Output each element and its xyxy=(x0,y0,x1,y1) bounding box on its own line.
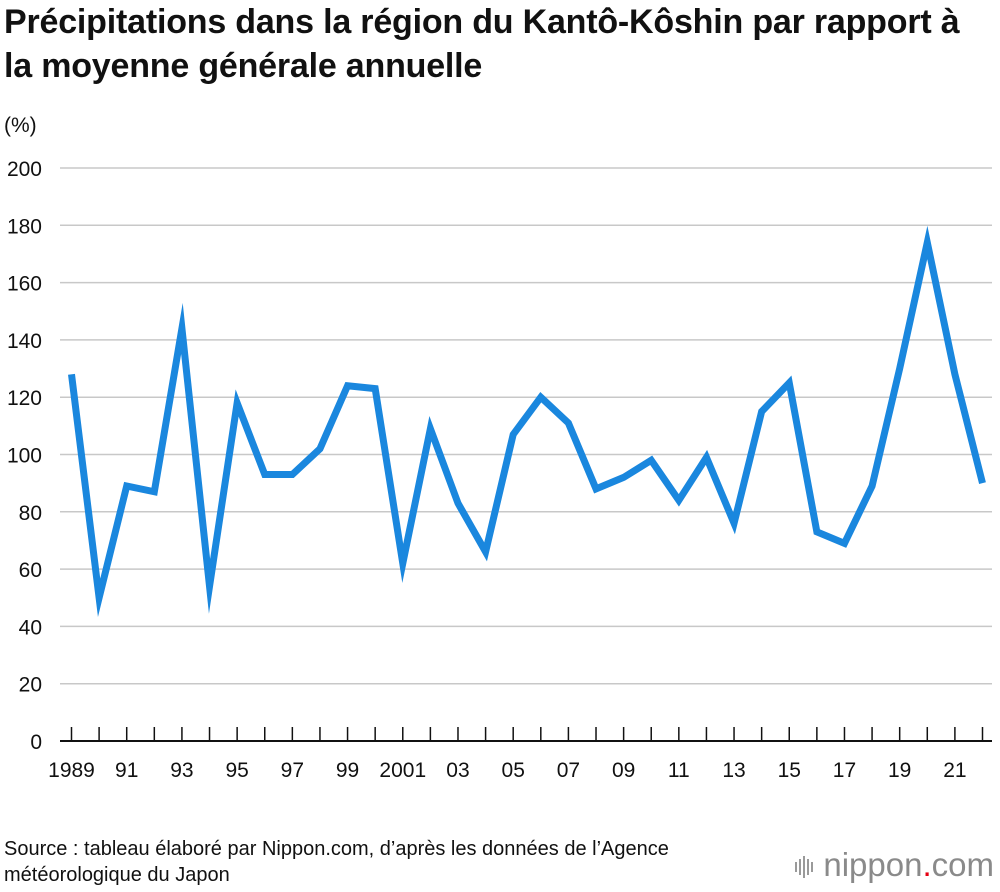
data-point-1992 xyxy=(151,488,158,495)
x-tick-label: 07 xyxy=(557,759,580,782)
source-note: Source : tableau élaboré par Nippon.com,… xyxy=(4,838,669,886)
x-tick-label: 21 xyxy=(943,759,966,782)
x-tick-label: 09 xyxy=(612,759,635,782)
data-point-2006 xyxy=(537,394,544,401)
data-point-1990 xyxy=(96,594,103,601)
data-point-1999 xyxy=(344,382,351,389)
data-point-1998 xyxy=(316,445,323,452)
data-point-2003 xyxy=(454,500,461,507)
data-point-2022 xyxy=(979,480,986,487)
series-line-group xyxy=(68,225,986,617)
data-point-2001 xyxy=(399,560,406,567)
logo-text: nippon xyxy=(823,846,923,883)
x-tick-label: 19 xyxy=(888,759,911,782)
data-point-2013 xyxy=(731,520,738,527)
series-line-0 xyxy=(68,225,986,617)
y-tick-label: 120 xyxy=(7,387,42,410)
nippon-logo: nippon. com xyxy=(795,846,994,884)
data-point-1993 xyxy=(178,325,185,332)
data-point-2010 xyxy=(648,457,655,464)
data-point-2021 xyxy=(951,371,958,378)
y-tick-label: 40 xyxy=(19,616,42,639)
data-point-2004 xyxy=(482,548,489,555)
x-tick-label: 05 xyxy=(502,759,525,782)
data-point-2002 xyxy=(427,425,434,432)
data-point-2000 xyxy=(372,385,379,392)
gridlines xyxy=(60,167,992,685)
data-point-2009 xyxy=(620,474,627,481)
x-tick-label: 15 xyxy=(778,759,801,782)
x-tick-label: 99 xyxy=(336,759,359,782)
data-point-2019 xyxy=(896,365,903,372)
y-tick-label: 180 xyxy=(7,215,42,238)
data-point-2007 xyxy=(565,419,572,426)
x-tick-label: 95 xyxy=(225,759,248,782)
y-tick-label: 0 xyxy=(30,731,42,754)
x-tick-label: 13 xyxy=(722,759,745,782)
logo-suffix: com xyxy=(931,846,994,883)
data-point-2017 xyxy=(841,540,848,547)
y-tick-label: 60 xyxy=(19,559,42,582)
y-axis-unit-label: (%) xyxy=(4,114,37,137)
y-tick-label: 160 xyxy=(7,273,42,296)
data-point-2015 xyxy=(786,379,793,386)
x-tick-label: 91 xyxy=(115,759,138,782)
x-tick-label: 17 xyxy=(833,759,856,782)
y-axis-tick-labels: 0 20 40 60 80 100 120 140 160 180 200 xyxy=(7,158,42,754)
y-tick-label: 20 xyxy=(19,674,42,697)
y-tick-label: 200 xyxy=(7,158,42,181)
data-point-2008 xyxy=(593,485,600,492)
x-tick-label: 03 xyxy=(446,759,469,782)
x-tick-label: 11 xyxy=(668,759,690,782)
data-point-2012 xyxy=(703,454,710,461)
data-point-1991 xyxy=(123,483,130,490)
x-tick-label: 2001 xyxy=(379,759,426,782)
x-tick-label: 1989 xyxy=(48,759,95,782)
y-tick-label: 80 xyxy=(19,502,42,525)
data-point-1994 xyxy=(206,583,213,590)
data-point-1989 xyxy=(68,371,75,378)
x-tick-label: 97 xyxy=(281,759,304,782)
x-tick-label: 93 xyxy=(170,759,193,782)
data-point-2011 xyxy=(675,497,682,504)
data-point-2018 xyxy=(869,483,876,490)
data-point-2005 xyxy=(510,431,517,438)
logo-bars-icon xyxy=(795,846,815,884)
data-point-1996 xyxy=(261,471,268,478)
y-tick-label: 140 xyxy=(7,330,42,353)
chart-title: Précipitations dans la région du Kantô-K… xyxy=(4,3,960,85)
data-point-2020 xyxy=(924,239,931,246)
x-axis: 1989 91 93 95 97 99 2001 03 05 07 09 11 13 15 17 19 21 xyxy=(48,727,992,782)
data-point-2016 xyxy=(813,528,820,535)
logo-dot: . xyxy=(922,846,932,883)
data-point-1995 xyxy=(234,399,241,406)
data-point-2014 xyxy=(758,408,765,415)
y-tick-label: 100 xyxy=(7,445,42,468)
data-point-1997 xyxy=(289,471,296,478)
